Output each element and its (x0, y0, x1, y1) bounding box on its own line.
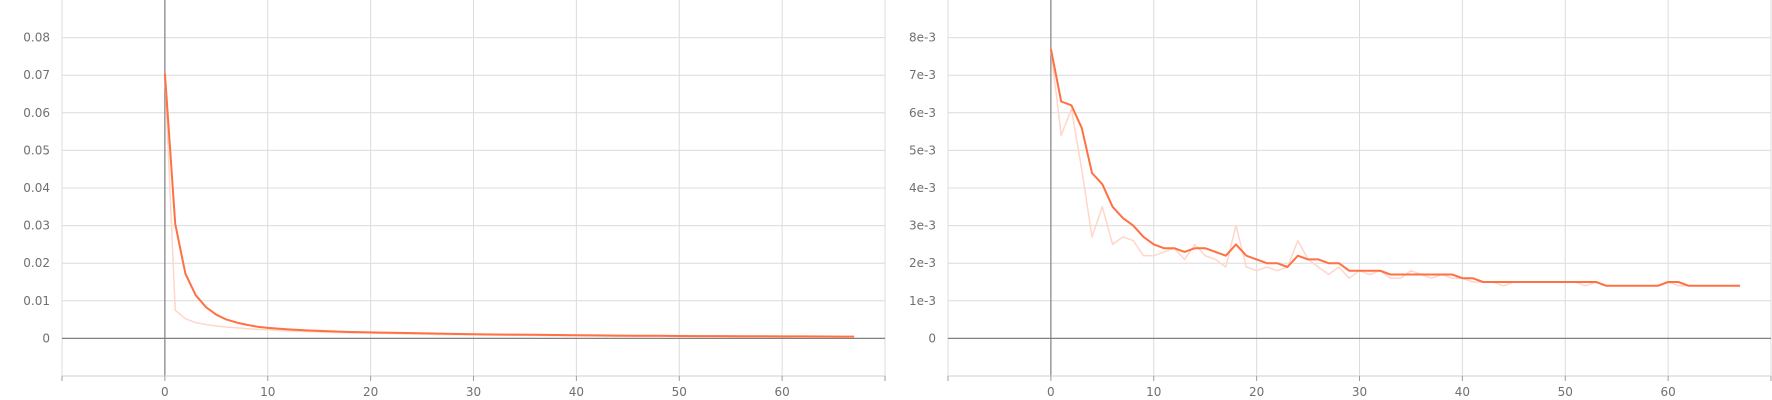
y-tick-label: 3e-3 (909, 219, 936, 233)
y-tick-label: 0 (42, 331, 50, 345)
y-tick-label: 8e-3 (909, 31, 936, 45)
chart-panel-left: 0 0.01 0.02 0.03 0.04 0.05 0.06 0.07 0.08 0 10 20 30… (23, 0, 886, 399)
grid (947, 0, 1772, 376)
x-tick-label: 30 (466, 385, 481, 399)
chart-panel-right: 0 1e-3 2e-3 3e-3 4e-3 5e-3 6e-3 7e-3 8e-3 0 10 20 30… (886, 0, 1772, 400)
x-tick-label: 30 (1352, 385, 1367, 399)
y-tick-label: 0.08 (23, 31, 50, 45)
x-tick-label: 20 (363, 385, 378, 399)
x-tick-label: 60 (1660, 385, 1675, 399)
x-tick-label: 60 (774, 385, 789, 399)
x-tick-label: 50 (1558, 385, 1573, 399)
series-line-raw (1050, 48, 1741, 287)
series-line-smoothed (163, 73, 855, 338)
x-tick-label: 40 (1455, 385, 1470, 399)
x-tick-label: 40 (569, 385, 584, 399)
y-tick-label: 4e-3 (909, 181, 936, 195)
y-tick-label: 1e-3 (909, 294, 936, 308)
x-tick-label: 10 (260, 385, 275, 399)
y-tick-label: 0.05 (23, 143, 50, 157)
y-tick-label: 0.03 (23, 219, 50, 233)
grid (61, 0, 886, 376)
y-tick-label: 2e-3 (909, 256, 936, 270)
x-tick-label: 0 (161, 385, 169, 399)
line-chart-right: 0 1e-3 2e-3 3e-3 4e-3 5e-3 6e-3 7e-3 8e-3 0 10 20 30… (909, 0, 1772, 399)
x-tick-label: 20 (1249, 385, 1264, 399)
x-tick-label: 10 (1146, 385, 1161, 399)
y-tick-label: 6e-3 (909, 106, 936, 120)
series-line-smoothed (1049, 48, 1741, 287)
x-tick-label: 0 (1047, 385, 1055, 399)
y-tick-label: 0.01 (23, 294, 50, 308)
y-tick-label: 0.02 (23, 256, 50, 270)
y-tick-label: 0.06 (23, 106, 50, 120)
y-tick-label: 5e-3 (909, 143, 936, 157)
y-tick-label: 7e-3 (909, 68, 936, 82)
y-tick-label: 0.04 (23, 181, 50, 195)
x-tick-label: 50 (672, 385, 687, 399)
y-tick-label: 0.07 (23, 68, 50, 82)
y-tick-label: 0 (928, 331, 936, 345)
line-chart-left: 0 0.01 0.02 0.03 0.04 0.05 0.06 0.07 0.08 0 10 20 30… (23, 0, 886, 399)
